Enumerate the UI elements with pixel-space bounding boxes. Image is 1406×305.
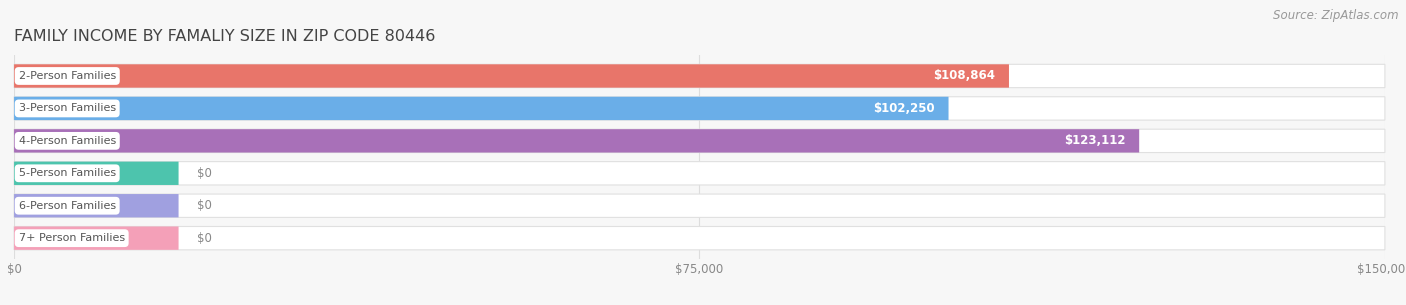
FancyBboxPatch shape (14, 162, 1385, 185)
Text: FAMILY INCOME BY FAMALIY SIZE IN ZIP CODE 80446: FAMILY INCOME BY FAMALIY SIZE IN ZIP COD… (14, 29, 436, 44)
FancyBboxPatch shape (14, 64, 1010, 88)
FancyBboxPatch shape (14, 97, 949, 120)
Text: 4-Person Families: 4-Person Families (18, 136, 115, 146)
FancyBboxPatch shape (14, 227, 1385, 250)
Text: 5-Person Families: 5-Person Families (18, 168, 115, 178)
Text: $0: $0 (197, 199, 212, 212)
Text: $123,112: $123,112 (1064, 135, 1125, 147)
Text: $108,864: $108,864 (934, 70, 995, 82)
Text: 3-Person Families: 3-Person Families (18, 103, 115, 113)
Text: $0: $0 (197, 167, 212, 180)
Text: $102,250: $102,250 (873, 102, 935, 115)
Text: 6-Person Families: 6-Person Families (18, 201, 115, 211)
Text: $0: $0 (197, 232, 212, 245)
Text: 2-Person Families: 2-Person Families (18, 71, 115, 81)
FancyBboxPatch shape (14, 194, 179, 217)
FancyBboxPatch shape (14, 129, 1139, 152)
FancyBboxPatch shape (14, 64, 1385, 88)
FancyBboxPatch shape (14, 227, 179, 250)
FancyBboxPatch shape (14, 97, 1385, 120)
FancyBboxPatch shape (14, 162, 179, 185)
Text: 7+ Person Families: 7+ Person Families (18, 233, 125, 243)
Text: Source: ZipAtlas.com: Source: ZipAtlas.com (1274, 9, 1399, 22)
FancyBboxPatch shape (14, 129, 1385, 152)
FancyBboxPatch shape (14, 194, 1385, 217)
